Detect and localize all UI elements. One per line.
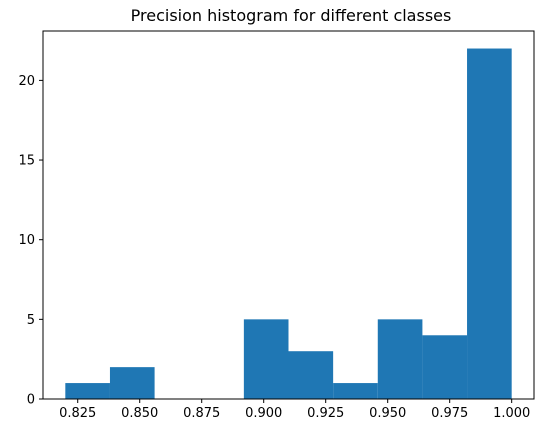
x-axis: 0.825 0.850 0.875 0.900 0.925 0.950 0.975 1.000 xyxy=(59,399,530,421)
plot-frame xyxy=(42,30,535,400)
x-tick-label: 1.000 xyxy=(493,406,530,421)
histogram-bar-9 xyxy=(467,48,512,400)
x-tick-label: 0.875 xyxy=(183,406,220,421)
y-tick-label: 5 xyxy=(27,313,35,328)
histogram-bar-4 xyxy=(243,319,289,399)
histogram-bar-1 xyxy=(109,367,155,399)
y-axis: 0 5 10 15 20 xyxy=(18,74,43,408)
y-tick-label: 10 xyxy=(18,233,35,248)
histogram-bar-0 xyxy=(65,383,110,399)
histogram-bar-7 xyxy=(377,319,423,399)
y-tick-label: 0 xyxy=(27,393,35,408)
x-tick-label: 0.900 xyxy=(245,406,282,421)
y-tick-label: 20 xyxy=(18,74,35,89)
y-tick-label: 15 xyxy=(18,154,35,169)
x-tick-label: 0.825 xyxy=(59,406,96,421)
chart-title: Precision histogram for different classe… xyxy=(131,6,452,25)
histogram-bar-6 xyxy=(333,383,378,399)
x-tick-label: 0.975 xyxy=(431,406,468,421)
x-tick-label: 0.950 xyxy=(369,406,406,421)
histogram-bar-5 xyxy=(288,351,334,399)
x-tick-label: 0.850 xyxy=(121,406,158,421)
bars-group xyxy=(65,48,512,400)
histogram-bar-8 xyxy=(422,335,468,399)
x-tick-label: 0.925 xyxy=(307,406,344,421)
